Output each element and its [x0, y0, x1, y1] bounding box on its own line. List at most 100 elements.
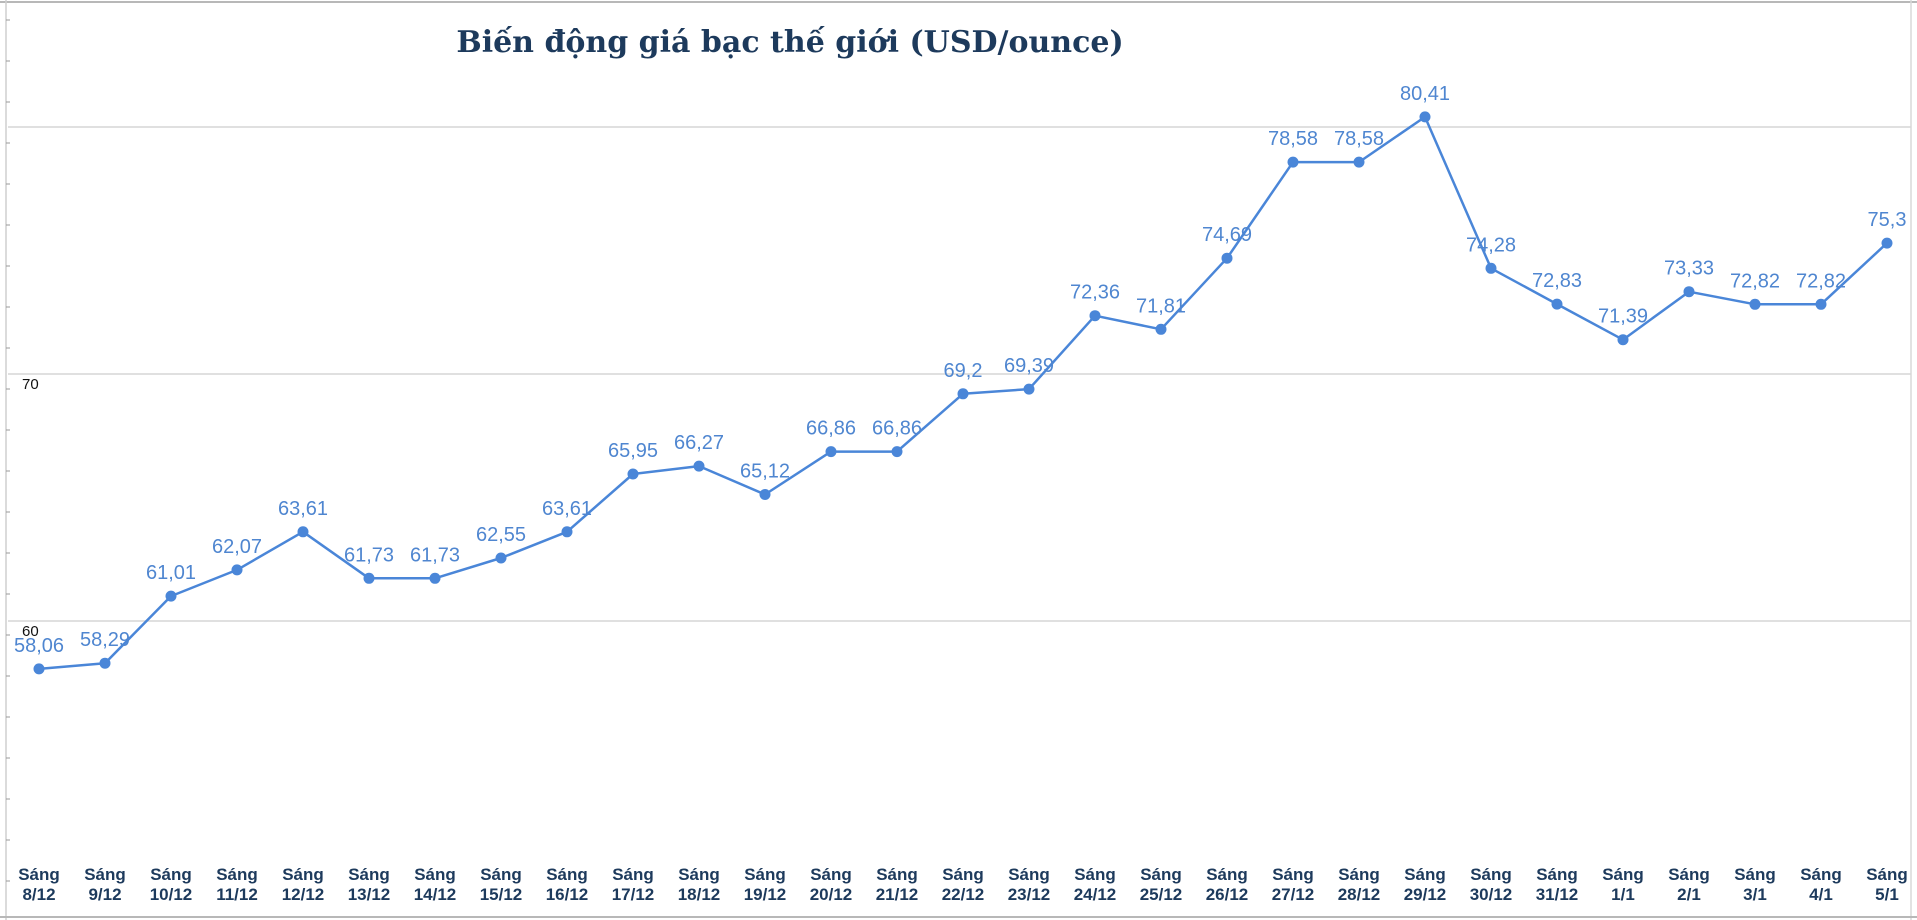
x-label-line2: 14/12	[414, 885, 457, 904]
data-point	[759, 489, 771, 500]
x-label-line1: Sáng	[1602, 865, 1644, 884]
data-point	[1749, 298, 1761, 310]
x-label-line1: Sáng	[480, 865, 522, 884]
gridlines	[8, 126, 1911, 622]
x-label-line2: 26/12	[1206, 885, 1249, 904]
data-label: 72,82	[1730, 270, 1780, 292]
data-point	[627, 468, 639, 480]
x-label-line1: Sáng	[18, 865, 60, 884]
data-label: 66,86	[806, 418, 856, 440]
data-point	[429, 572, 441, 584]
x-label-line2: 17/12	[612, 885, 655, 904]
x-label-line2: 16/12	[546, 885, 589, 904]
data-point	[231, 564, 243, 576]
x-label-line1: Sáng	[810, 865, 852, 884]
x-label-line2: 20/12	[810, 885, 853, 904]
x-label-line1: Sáng	[876, 865, 918, 884]
x-label-line2: 25/12	[1140, 885, 1183, 904]
data-point	[1089, 310, 1101, 322]
y-tick-label-60: 60	[22, 623, 39, 640]
chart-title: Biến động giá bạc thế giới (USD/ounce)	[456, 25, 1123, 60]
data-point	[297, 526, 309, 538]
x-label-line2: 3/1	[1743, 885, 1767, 904]
data-point	[495, 552, 507, 564]
x-label-line2: 30/12	[1470, 885, 1513, 904]
data-label: 61,73	[410, 544, 460, 566]
data-point	[1221, 252, 1233, 264]
x-label-line2: 13/12	[348, 885, 391, 904]
data-label: 69,39	[1004, 355, 1054, 377]
x-label-line2: 10/12	[150, 885, 193, 904]
x-label-line1: Sáng	[150, 865, 192, 884]
data-point	[891, 446, 903, 458]
data-point	[1419, 111, 1431, 123]
data-label: 63,61	[278, 498, 328, 520]
x-label-line1: Sáng	[1734, 865, 1776, 884]
x-label-line2: 18/12	[678, 885, 721, 904]
x-label-line2: 12/12	[282, 885, 325, 904]
x-label-line2: 31/12	[1536, 885, 1579, 904]
x-label-line1: Sáng	[84, 865, 126, 884]
x-label-line2: 1/1	[1611, 885, 1635, 904]
data-point	[1617, 334, 1629, 346]
data-point	[33, 663, 45, 675]
data-point	[1881, 237, 1893, 249]
data-label: 72,83	[1532, 270, 1582, 292]
data-point	[99, 657, 111, 669]
data-point	[1683, 286, 1695, 298]
x-label-line2: 29/12	[1404, 885, 1447, 904]
y-tick-label-70: 70	[22, 376, 39, 393]
x-label-line1: Sáng	[1074, 865, 1116, 884]
data-label: 78,58	[1268, 128, 1318, 150]
x-label-line2: 24/12	[1074, 885, 1117, 904]
x-label-line2: 8/12	[22, 885, 55, 904]
data-label: 69,2	[944, 360, 983, 382]
data-point	[561, 526, 573, 538]
data-point	[165, 590, 177, 602]
x-label-line1: Sáng	[1404, 865, 1446, 884]
data-label: 61,73	[344, 544, 394, 566]
data-label: 62,07	[212, 536, 262, 558]
data-point	[957, 388, 969, 400]
x-label-line1: Sáng	[1206, 865, 1248, 884]
data-label: 74,69	[1202, 224, 1252, 246]
x-label-line1: Sáng	[678, 865, 720, 884]
data-label: 66,86	[872, 418, 922, 440]
x-label-line1: Sáng	[1338, 865, 1380, 884]
x-label-line1: Sáng	[1272, 865, 1314, 884]
x-label-line2: 21/12	[876, 885, 919, 904]
data-point	[1287, 156, 1299, 168]
x-label-line2: 4/1	[1809, 885, 1833, 904]
x-label-line2: 19/12	[744, 885, 787, 904]
data-label: 58,06	[14, 635, 64, 657]
y-axis-minor-ticks	[6, 19, 10, 882]
data-point	[1023, 383, 1035, 395]
x-label-line1: Sáng	[1470, 865, 1512, 884]
x-axis-labels: Sáng8/12Sáng9/12Sáng10/12Sáng11/12Sáng12…	[18, 865, 1908, 904]
data-label: 71,39	[1598, 306, 1648, 328]
data-label: 65,95	[608, 440, 658, 462]
data-label: 63,61	[542, 498, 592, 520]
x-label-line2: 27/12	[1272, 885, 1315, 904]
x-label-line2: 15/12	[480, 885, 523, 904]
data-label: 72,36	[1070, 282, 1120, 304]
data-label: 74,28	[1466, 234, 1516, 256]
x-label-line1: Sáng	[1536, 865, 1578, 884]
data-points	[33, 111, 1893, 675]
x-label-line1: Sáng	[744, 865, 786, 884]
data-point	[363, 572, 375, 584]
x-label-line1: Sáng	[348, 865, 390, 884]
data-point	[1155, 323, 1167, 335]
data-point	[1551, 298, 1563, 310]
x-label-line2: 2/1	[1677, 885, 1701, 904]
data-label: 62,55	[476, 524, 526, 546]
x-label-line2: 11/12	[216, 885, 258, 904]
x-label-line1: Sáng	[1800, 865, 1842, 884]
data-point	[1485, 262, 1497, 274]
x-label-line1: Sáng	[546, 865, 588, 884]
data-label: 58,29	[80, 629, 130, 651]
data-point	[825, 446, 837, 458]
x-label-line2: 5/1	[1875, 885, 1899, 904]
